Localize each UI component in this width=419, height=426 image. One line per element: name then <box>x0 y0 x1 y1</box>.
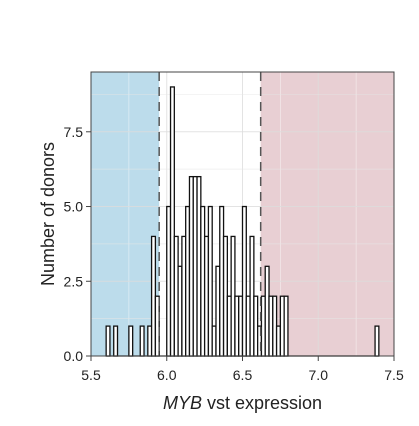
y-tick-label: 2.5 <box>64 273 84 289</box>
x-axis-title-rest: vst expression <box>202 393 322 413</box>
histogram-bar <box>374 325 380 357</box>
histogram-bar <box>139 325 145 357</box>
x-tick-label: 7.5 <box>384 367 404 383</box>
axis-ticks: 5.5 6.0 6.5 7.0 7.5 0.0 2.5 5.0 7.5 <box>64 124 404 383</box>
y-tick-label: 5.0 <box>64 199 84 215</box>
threshold-lines <box>158 72 262 356</box>
y-tick-label: 0.0 <box>64 348 84 364</box>
histogram-bar <box>113 325 119 357</box>
x-tick-label: 7.0 <box>309 367 329 383</box>
shaded-region-low <box>91 72 160 356</box>
x-axis-title-italic: MYB <box>163 393 202 413</box>
x-axis-title: MYB vst expression <box>163 393 322 413</box>
x-tick-label: 5.5 <box>81 367 101 383</box>
x-tick-label: 6.5 <box>233 367 253 383</box>
histogram-bar <box>105 325 111 357</box>
x-tick-label: 6.0 <box>157 367 177 383</box>
y-axis-title: Number of donors <box>38 142 58 286</box>
histogram-bar <box>283 295 289 357</box>
histogram-bar <box>128 325 134 357</box>
y-tick-label: 7.5 <box>64 124 84 140</box>
